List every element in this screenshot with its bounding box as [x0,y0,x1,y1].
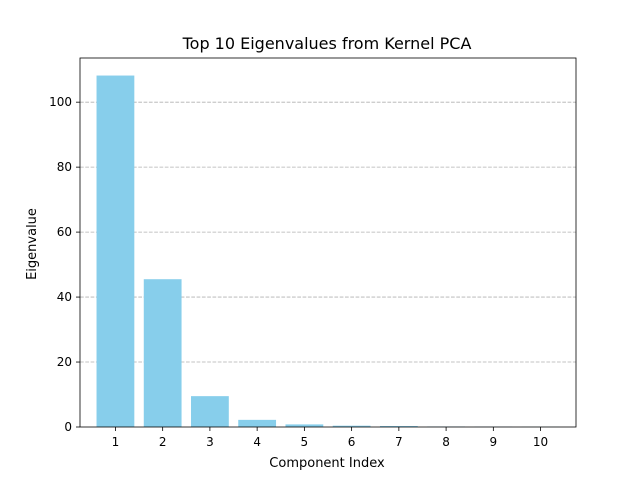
y-axis-label: Eigenvalue [25,208,40,280]
x-tick-label: 6 [348,435,356,449]
x-tick-label: 7 [395,435,403,449]
plot-frame [79,57,577,428]
x-tick-label: 5 [301,435,309,449]
bar [238,419,277,427]
x-tick-label: 4 [253,435,261,449]
bar [332,425,371,427]
y-tick-label: 100 [49,95,72,109]
x-tick-label: 10 [533,435,548,449]
bar [191,396,229,427]
x-axis-label: Component Index [269,456,385,471]
chart-title: Top 10 Eigenvalues from Kernel PCA [182,34,472,53]
x-tick-label: 2 [159,435,167,449]
y-tick-label: 0 [64,420,72,434]
x-tick-label: 3 [206,435,214,449]
x-axis-ticks: 1 2 3 4 5 6 7 8 9 10 [112,427,548,449]
x-tick-label: 8 [442,435,450,449]
bar [96,75,135,427]
bar [379,426,418,427]
x-tick-label: 1 [112,435,120,449]
y-tick-label: 40 [57,290,72,304]
bar [285,424,324,427]
x-tick-label: 9 [490,435,498,449]
bar [143,279,182,427]
y-tick-label: 80 [57,160,72,174]
y-tick-label: 60 [57,225,72,239]
y-axis-ticks: 0 20 40 60 80 100 [49,95,80,434]
bars-layer [96,75,560,427]
y-tick-label: 20 [57,355,72,369]
